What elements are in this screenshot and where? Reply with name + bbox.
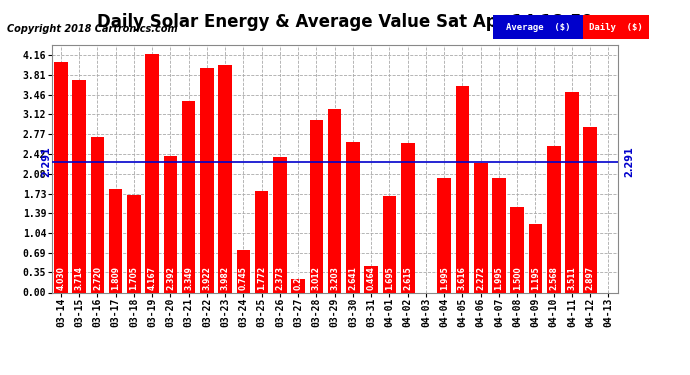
Bar <box>310 120 323 292</box>
Text: 0.238: 0.238 <box>294 266 303 290</box>
Text: 2.897: 2.897 <box>586 266 595 290</box>
Bar <box>237 250 250 292</box>
Text: 1.695: 1.695 <box>385 266 394 290</box>
Text: 3.511: 3.511 <box>567 266 576 290</box>
Text: 1.195: 1.195 <box>531 266 540 290</box>
Text: 2.568: 2.568 <box>549 266 558 290</box>
Bar <box>511 207 524 292</box>
Text: 2.392: 2.392 <box>166 266 175 290</box>
Text: 2.641: 2.641 <box>348 266 357 290</box>
Text: Daily  ($): Daily ($) <box>589 22 642 32</box>
Text: 2.373: 2.373 <box>275 266 284 290</box>
Text: 1.705: 1.705 <box>130 266 139 290</box>
Text: 3.203: 3.203 <box>330 266 339 290</box>
Text: 1.995: 1.995 <box>495 266 504 290</box>
Bar <box>565 92 579 292</box>
Bar <box>273 157 287 292</box>
Text: Average  ($): Average ($) <box>506 22 571 32</box>
Text: 2.291: 2.291 <box>42 146 52 177</box>
Bar <box>474 163 488 292</box>
Bar <box>200 68 214 292</box>
Bar <box>364 266 378 292</box>
Bar <box>401 143 415 292</box>
Text: 3.982: 3.982 <box>221 266 230 290</box>
Bar <box>54 62 68 292</box>
Text: 3.012: 3.012 <box>312 266 321 290</box>
Bar <box>164 156 177 292</box>
Bar <box>72 80 86 292</box>
Text: 2.615: 2.615 <box>403 266 412 290</box>
Bar <box>255 191 268 292</box>
Bar <box>492 178 506 292</box>
Text: 3.714: 3.714 <box>75 266 83 290</box>
Text: 3.349: 3.349 <box>184 266 193 290</box>
Bar <box>181 101 195 292</box>
Bar <box>328 110 342 292</box>
Bar <box>547 146 560 292</box>
Bar <box>109 189 123 292</box>
Text: 1.995: 1.995 <box>440 266 449 290</box>
Bar <box>218 65 232 292</box>
Bar <box>583 127 597 292</box>
Bar <box>437 178 451 292</box>
Text: Copyright 2018 Cartronics.com: Copyright 2018 Cartronics.com <box>7 24 177 34</box>
Text: 4.030: 4.030 <box>57 266 66 290</box>
Text: 4.167: 4.167 <box>148 266 157 290</box>
Text: 3.922: 3.922 <box>202 266 211 290</box>
Text: 0.464: 0.464 <box>366 266 375 290</box>
Bar <box>127 195 141 292</box>
Text: 1.809: 1.809 <box>111 266 120 290</box>
Text: 1.772: 1.772 <box>257 266 266 290</box>
Text: 2.720: 2.720 <box>93 266 102 290</box>
Text: 0.745: 0.745 <box>239 266 248 290</box>
Bar <box>455 86 469 292</box>
Text: 3.616: 3.616 <box>458 266 467 290</box>
Bar <box>90 137 104 292</box>
Text: 1.500: 1.500 <box>513 266 522 290</box>
Bar <box>529 224 542 292</box>
Bar <box>346 141 359 292</box>
Text: 2.272: 2.272 <box>476 266 485 290</box>
Text: Daily Solar Energy & Average Value Sat Apr 14 18:59: Daily Solar Energy & Average Value Sat A… <box>97 13 593 31</box>
Bar <box>146 54 159 292</box>
Bar <box>291 279 305 292</box>
Bar <box>382 196 396 292</box>
Text: 2.291: 2.291 <box>624 146 635 177</box>
